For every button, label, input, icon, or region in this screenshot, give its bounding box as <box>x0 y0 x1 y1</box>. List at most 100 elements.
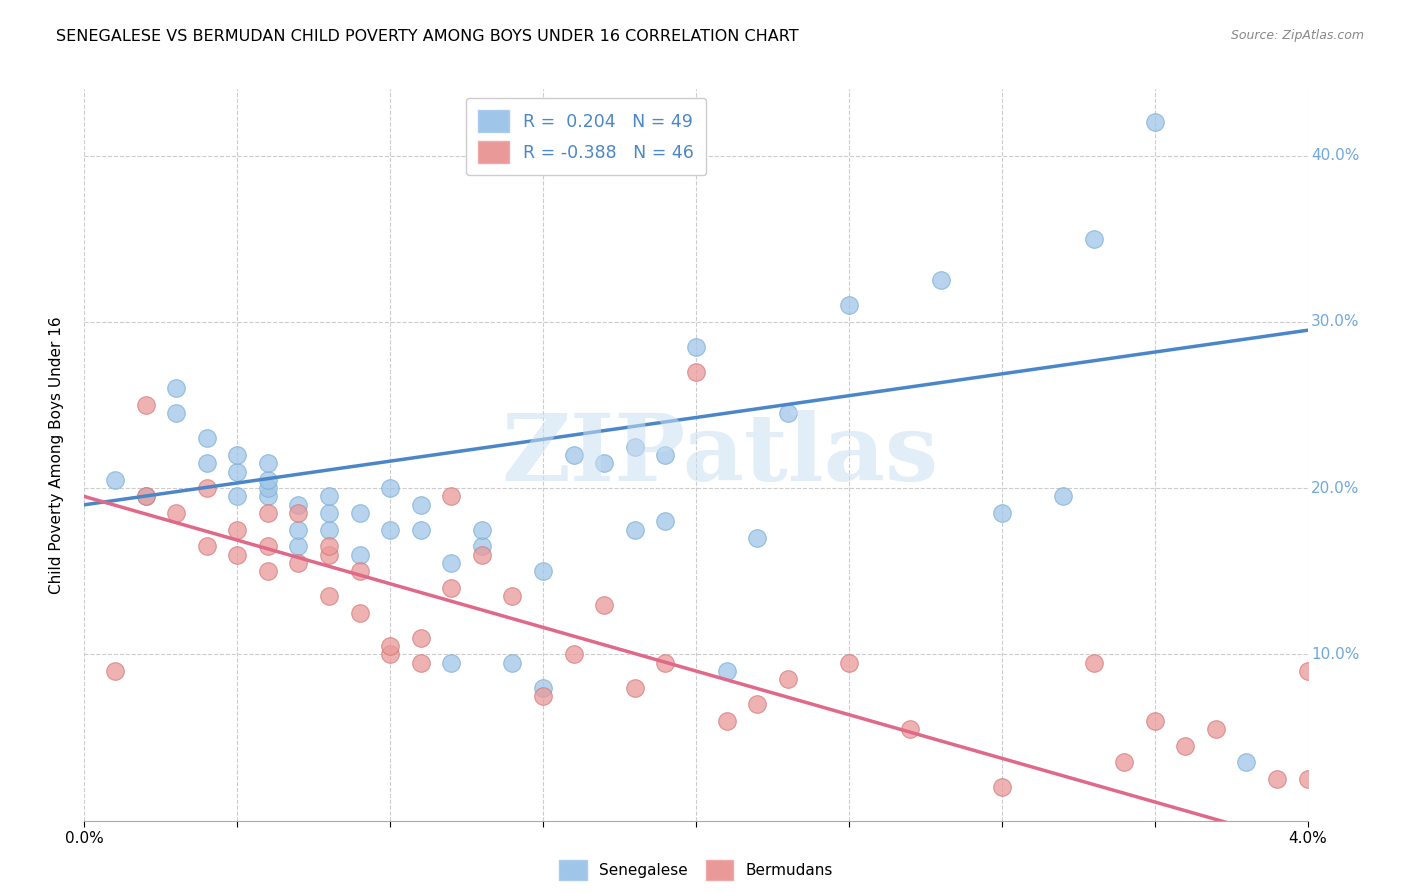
Point <box>838 656 860 670</box>
Point <box>318 490 340 504</box>
Point <box>318 548 340 562</box>
Point <box>990 780 1012 795</box>
Point <box>318 523 340 537</box>
Point <box>776 406 799 420</box>
Point <box>135 490 157 504</box>
Point <box>287 523 309 537</box>
Point <box>929 273 952 287</box>
Point <box>257 564 280 578</box>
Point <box>226 465 249 479</box>
Point <box>531 681 554 695</box>
Point <box>1205 723 1227 737</box>
Point <box>990 506 1012 520</box>
Point <box>165 381 187 395</box>
Point <box>380 523 402 537</box>
Point <box>471 548 494 562</box>
Point <box>1083 656 1105 670</box>
Point <box>1143 115 1166 129</box>
Point <box>593 456 616 470</box>
Point <box>165 506 187 520</box>
Point <box>440 490 463 504</box>
Point <box>1174 739 1197 753</box>
Point <box>195 431 218 445</box>
Point <box>226 448 249 462</box>
Point <box>562 448 585 462</box>
Point <box>471 539 494 553</box>
Point <box>531 564 554 578</box>
Point <box>226 523 249 537</box>
Legend: Senegalese, Bermudans: Senegalese, Bermudans <box>553 855 839 886</box>
Text: 40.0%: 40.0% <box>1312 148 1360 163</box>
Point <box>409 498 432 512</box>
Point <box>287 539 309 553</box>
Point <box>1083 232 1105 246</box>
Point <box>409 523 432 537</box>
Point <box>501 656 523 670</box>
Point <box>1114 756 1136 770</box>
Point <box>349 548 371 562</box>
Point <box>1265 772 1288 786</box>
Point <box>287 498 309 512</box>
Point <box>287 506 309 520</box>
Point <box>318 589 340 603</box>
Point <box>135 490 157 504</box>
Point <box>409 631 432 645</box>
Point <box>257 456 280 470</box>
Point <box>624 440 647 454</box>
Point <box>380 639 402 653</box>
Point <box>531 689 554 703</box>
Point <box>685 365 707 379</box>
Point <box>1296 772 1319 786</box>
Text: 20.0%: 20.0% <box>1312 481 1360 496</box>
Point <box>318 506 340 520</box>
Point <box>716 714 738 728</box>
Point <box>440 656 463 670</box>
Point <box>716 664 738 678</box>
Point <box>349 564 371 578</box>
Point <box>409 656 432 670</box>
Y-axis label: Child Poverty Among Boys Under 16: Child Poverty Among Boys Under 16 <box>49 316 63 594</box>
Point <box>654 515 676 529</box>
Point <box>380 648 402 662</box>
Point <box>257 473 280 487</box>
Point <box>257 539 280 553</box>
Text: ZIPatlas: ZIPatlas <box>502 410 939 500</box>
Point <box>257 506 280 520</box>
Text: 30.0%: 30.0% <box>1312 315 1360 329</box>
Point <box>349 606 371 620</box>
Point <box>898 723 921 737</box>
Point <box>838 298 860 312</box>
Point <box>501 589 523 603</box>
Point <box>562 648 585 662</box>
Point <box>195 456 218 470</box>
Text: SENEGALESE VS BERMUDAN CHILD POVERTY AMONG BOYS UNDER 16 CORRELATION CHART: SENEGALESE VS BERMUDAN CHILD POVERTY AMO… <box>56 29 799 44</box>
Point <box>1143 714 1166 728</box>
Point <box>654 448 676 462</box>
Point <box>776 673 799 687</box>
Point <box>104 664 127 678</box>
Point <box>165 406 187 420</box>
Point <box>624 523 647 537</box>
Point <box>685 340 707 354</box>
Point <box>745 698 768 712</box>
Point <box>471 523 494 537</box>
Point <box>1052 490 1074 504</box>
Point <box>1234 756 1257 770</box>
Point <box>226 548 249 562</box>
Point <box>593 598 616 612</box>
Point <box>380 481 402 495</box>
Point <box>257 481 280 495</box>
Point <box>318 539 340 553</box>
Point <box>287 556 309 570</box>
Point <box>257 490 280 504</box>
Point <box>1296 664 1319 678</box>
Point <box>624 681 647 695</box>
Point <box>349 506 371 520</box>
Point <box>195 481 218 495</box>
Point <box>104 473 127 487</box>
Point <box>135 398 157 412</box>
Text: Source: ZipAtlas.com: Source: ZipAtlas.com <box>1230 29 1364 42</box>
Point <box>195 539 218 553</box>
Point <box>440 581 463 595</box>
Point <box>226 490 249 504</box>
